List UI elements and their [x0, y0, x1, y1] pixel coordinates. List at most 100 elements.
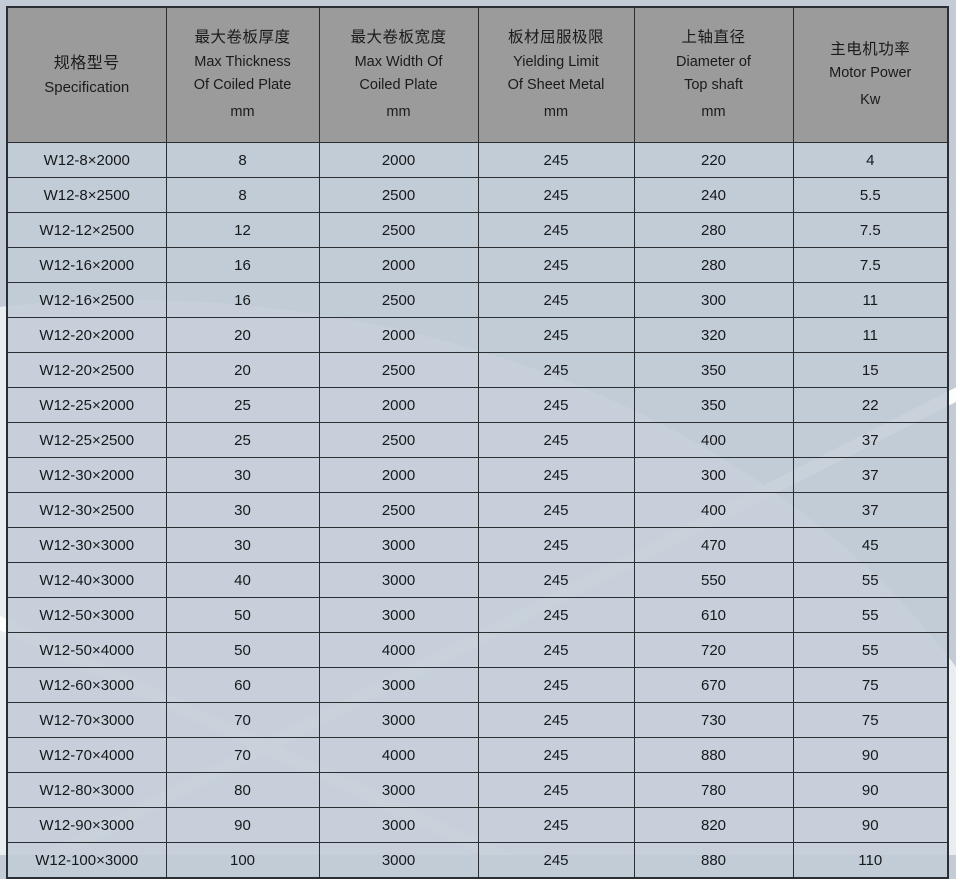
cell-max-width: 2000 [318, 457, 479, 493]
cell-max-width: 3000 [318, 772, 479, 808]
cell-specification: W12-70×4000 [6, 737, 167, 773]
header-en1-motor-power: Motor Power [829, 65, 912, 82]
cell-motor-power: 15 [792, 352, 949, 388]
cell-yielding-limit: 245 [477, 387, 635, 423]
cell-top-shaft-diameter: 820 [633, 807, 794, 843]
cell-yielding-limit: 245 [477, 492, 635, 528]
cell-motor-power: 5.5 [792, 177, 949, 213]
header-en1-top-shaft-diameter: Diameter of [676, 53, 751, 70]
cell-max-thickness: 40 [165, 562, 320, 598]
header-en1-specification: Specification [44, 78, 130, 96]
cell-motor-power: 11 [792, 317, 949, 353]
cell-motor-power: 90 [792, 737, 949, 773]
table-row: W12-50×4000 50 4000 245 720 55 [6, 632, 949, 668]
table-row: W12-50×3000 50 3000 245 610 55 [6, 597, 949, 633]
cell-max-width: 2500 [318, 422, 479, 458]
cell-yielding-limit: 245 [477, 422, 635, 458]
cell-specification: W12-25×2000 [6, 387, 167, 423]
cell-max-width: 3000 [318, 597, 479, 633]
specification-table-container: 规格型号 Specification 最大卷板厚度 Max Thickness … [6, 6, 949, 879]
cell-max-width: 2500 [318, 177, 479, 213]
cell-yielding-limit: 245 [477, 142, 635, 178]
cell-max-thickness: 80 [165, 772, 320, 808]
cell-specification: W12-30×2000 [6, 457, 167, 493]
cell-yielding-limit: 245 [477, 632, 635, 668]
cell-yielding-limit: 245 [477, 772, 635, 808]
cell-motor-power: 7.5 [792, 212, 949, 248]
table-row: W12-25×2000 25 2000 245 350 22 [6, 387, 949, 423]
header-cn-motor-power: 主电机功率 [830, 40, 911, 58]
column-header-specification: 规格型号 Specification [6, 6, 167, 143]
cell-max-thickness: 20 [165, 317, 320, 353]
cell-yielding-limit: 245 [477, 212, 635, 248]
cell-max-thickness: 25 [165, 387, 320, 423]
cell-specification: W12-30×3000 [6, 527, 167, 563]
table-row: W12-70×3000 70 3000 245 730 75 [6, 702, 949, 738]
cell-max-width: 3000 [318, 702, 479, 738]
cell-motor-power: 90 [792, 772, 949, 808]
table-body: W12-8×2000 8 2000 245 220 4 W12-8×2500 8 2500 245… [6, 142, 949, 879]
cell-top-shaft-diameter: 880 [633, 737, 794, 773]
header-en2-max-thickness: Of Coiled Plate [193, 76, 292, 93]
cell-yielding-limit: 245 [477, 842, 635, 879]
cell-top-shaft-diameter: 280 [633, 247, 794, 283]
cell-yielding-limit: 245 [477, 562, 635, 598]
specification-table: 规格型号 Specification 最大卷板厚度 Max Thickness … [6, 6, 949, 879]
cell-yielding-limit: 245 [477, 807, 635, 843]
cell-specification: W12-90×3000 [6, 807, 167, 843]
table-row: W12-20×2000 20 2000 245 320 11 [6, 317, 949, 353]
header-unit-top-shaft-diameter: mm [701, 103, 726, 120]
header-en2-top-shaft-diameter: Top shaft [684, 76, 743, 93]
header-en1-max-thickness: Max Thickness [194, 53, 291, 70]
cell-motor-power: 4 [792, 142, 949, 178]
cell-specification: W12-100×3000 [6, 842, 167, 879]
cell-top-shaft-diameter: 240 [633, 177, 794, 213]
cell-top-shaft-diameter: 730 [633, 702, 794, 738]
table-row: W12-30×3000 30 3000 245 470 45 [6, 527, 949, 563]
cell-max-thickness: 70 [165, 702, 320, 738]
header-en2-yielding-limit: Of Sheet Metal [507, 76, 605, 93]
cell-max-thickness: 30 [165, 527, 320, 563]
cell-specification: W12-60×3000 [6, 667, 167, 703]
cell-max-thickness: 16 [165, 247, 320, 283]
cell-max-thickness: 12 [165, 212, 320, 248]
cell-max-thickness: 100 [165, 842, 320, 879]
column-header-max-width: 最大卷板宽度 Max Width Of Coiled Plate mm [318, 6, 479, 143]
cell-specification: W12-80×3000 [6, 772, 167, 808]
table-row: W12-100×3000 100 3000 245 880 110 [6, 842, 949, 879]
cell-max-thickness: 60 [165, 667, 320, 703]
cell-motor-power: 37 [792, 457, 949, 493]
cell-yielding-limit: 245 [477, 282, 635, 318]
header-cn-specification: 规格型号 [53, 54, 120, 72]
cell-yielding-limit: 245 [477, 352, 635, 388]
table-row: W12-20×2500 20 2500 245 350 15 [6, 352, 949, 388]
table-row: W12-30×2500 30 2500 245 400 37 [6, 492, 949, 528]
header-en1-max-width: Max Width Of [354, 53, 443, 70]
cell-top-shaft-diameter: 280 [633, 212, 794, 248]
header-unit-yielding-limit: mm [543, 103, 569, 120]
cell-max-thickness: 90 [165, 807, 320, 843]
table-header: 规格型号 Specification 最大卷板厚度 Max Thickness … [6, 6, 949, 143]
table-row: W12-40×3000 40 3000 245 550 55 [6, 562, 949, 598]
cell-specification: W12-25×2500 [6, 422, 167, 458]
cell-max-thickness: 50 [165, 597, 320, 633]
cell-motor-power: 75 [792, 667, 949, 703]
header-en1-yielding-limit: Yielding Limit [513, 53, 599, 70]
cell-top-shaft-diameter: 400 [633, 492, 794, 528]
cell-motor-power: 22 [792, 387, 949, 423]
cell-yielding-limit: 245 [477, 667, 635, 703]
header-cn-top-shaft-diameter: 上轴直径 [681, 29, 746, 47]
cell-specification: W12-40×3000 [6, 562, 167, 598]
cell-motor-power: 110 [792, 842, 949, 879]
cell-top-shaft-diameter: 400 [633, 422, 794, 458]
cell-max-thickness: 16 [165, 282, 320, 318]
cell-top-shaft-diameter: 350 [633, 387, 794, 423]
cell-yielding-limit: 245 [477, 737, 635, 773]
table-row: W12-30×2000 30 2000 245 300 37 [6, 457, 949, 493]
cell-max-width: 2500 [318, 492, 479, 528]
cell-max-width: 2500 [318, 282, 479, 318]
table-row: W12-25×2500 25 2500 245 400 37 [6, 422, 949, 458]
cell-max-thickness: 70 [165, 737, 320, 773]
table-row: W12-8×2000 8 2000 245 220 4 [6, 142, 949, 178]
cell-specification: W12-12×2500 [6, 212, 167, 248]
